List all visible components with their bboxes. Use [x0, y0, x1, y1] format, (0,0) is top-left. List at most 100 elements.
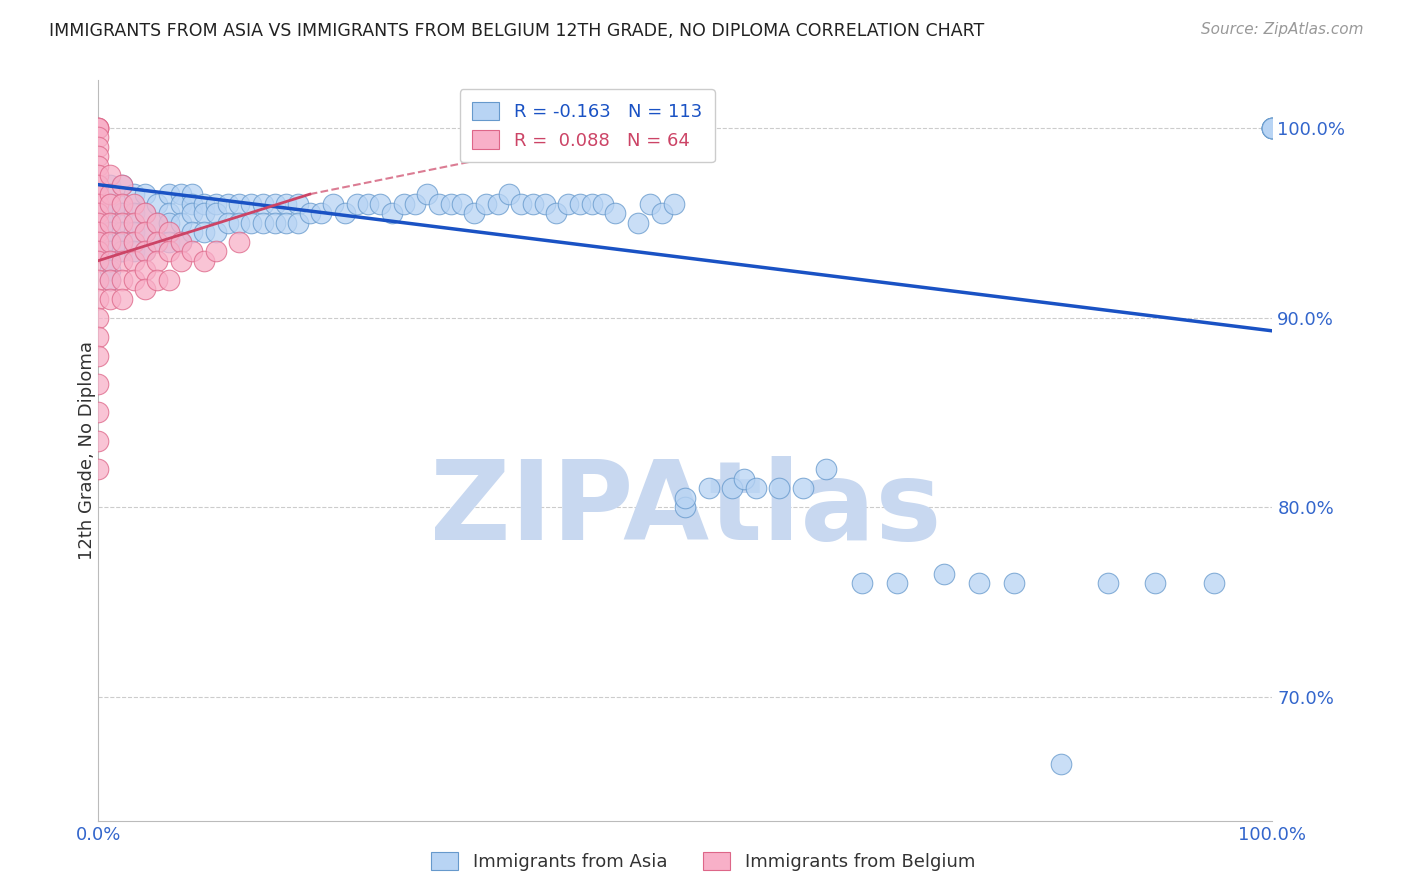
Point	[87, 120, 110, 135]
Point	[111, 225, 134, 239]
Point	[87, 206, 110, 220]
Point	[111, 244, 134, 259]
Point	[1261, 120, 1284, 135]
Point	[557, 196, 579, 211]
Point	[111, 178, 134, 192]
Point	[87, 196, 110, 211]
Point	[87, 349, 110, 363]
Point	[217, 196, 239, 211]
Point	[333, 206, 356, 220]
Point	[662, 196, 685, 211]
Point	[98, 235, 121, 249]
Point	[169, 187, 191, 202]
Point	[87, 377, 110, 392]
Point	[98, 292, 121, 306]
Point	[87, 405, 110, 419]
Point	[157, 244, 180, 259]
Point	[1202, 576, 1225, 591]
Point	[181, 196, 204, 211]
Point	[240, 196, 263, 211]
Point	[134, 225, 156, 239]
Point	[146, 253, 169, 268]
Point	[967, 576, 990, 591]
Point	[146, 235, 169, 249]
Y-axis label: 12th Grade, No Diploma: 12th Grade, No Diploma	[79, 341, 96, 560]
Point	[134, 206, 156, 220]
Point	[87, 120, 110, 135]
Point	[886, 576, 908, 591]
Point	[122, 244, 145, 259]
Point	[439, 196, 461, 211]
Point	[205, 244, 228, 259]
Legend: R = -0.163   N = 113, R =  0.088   N = 64: R = -0.163 N = 113, R = 0.088 N = 64	[460, 89, 714, 162]
Point	[111, 196, 134, 211]
Point	[851, 576, 873, 591]
Point	[111, 235, 134, 249]
Point	[592, 196, 614, 211]
Point	[111, 196, 134, 211]
Point	[134, 244, 156, 259]
Point	[98, 206, 121, 220]
Point	[87, 168, 110, 182]
Point	[98, 187, 121, 202]
Text: Source: ZipAtlas.com: Source: ZipAtlas.com	[1201, 22, 1364, 37]
Point	[122, 206, 145, 220]
Point	[111, 292, 134, 306]
Point	[357, 196, 380, 211]
Point	[98, 253, 121, 268]
Point	[157, 206, 180, 220]
Point	[98, 253, 121, 268]
Point	[98, 196, 121, 211]
Point	[287, 216, 309, 230]
Point	[98, 178, 121, 192]
Point	[87, 272, 110, 286]
Point	[240, 216, 263, 230]
Point	[205, 206, 228, 220]
Point	[98, 196, 121, 211]
Point	[1261, 120, 1284, 135]
Point	[181, 225, 204, 239]
Point	[169, 216, 191, 230]
Point	[392, 196, 415, 211]
Point	[263, 196, 285, 211]
Point	[217, 216, 239, 230]
Point	[134, 282, 156, 296]
Point	[87, 235, 110, 249]
Point	[98, 235, 121, 249]
Point	[228, 235, 250, 249]
Point	[98, 244, 121, 259]
Point	[134, 263, 156, 277]
Point	[157, 216, 180, 230]
Point	[122, 196, 145, 211]
Point	[87, 120, 110, 135]
Point	[675, 491, 697, 505]
Point	[87, 130, 110, 145]
Point	[276, 196, 298, 211]
Point	[638, 196, 661, 211]
Point	[498, 187, 520, 202]
Point	[134, 206, 156, 220]
Point	[87, 434, 110, 448]
Point	[733, 472, 755, 486]
Point	[1097, 576, 1119, 591]
Point	[134, 187, 156, 202]
Point	[98, 216, 121, 230]
Point	[228, 196, 250, 211]
Legend: Immigrants from Asia, Immigrants from Belgium: Immigrants from Asia, Immigrants from Be…	[423, 845, 983, 879]
Text: IMMIGRANTS FROM ASIA VS IMMIGRANTS FROM BELGIUM 12TH GRADE, NO DIPLOMA CORRELATI: IMMIGRANTS FROM ASIA VS IMMIGRANTS FROM …	[49, 22, 984, 40]
Point	[205, 196, 228, 211]
Point	[745, 482, 768, 496]
Point	[134, 225, 156, 239]
Point	[475, 196, 498, 211]
Point	[98, 272, 121, 286]
Point	[193, 225, 215, 239]
Point	[157, 272, 180, 286]
Point	[311, 206, 333, 220]
Point	[181, 206, 204, 220]
Point	[146, 235, 169, 249]
Point	[568, 196, 591, 211]
Text: ZIPAtlas: ZIPAtlas	[430, 456, 941, 563]
Point	[1002, 576, 1025, 591]
Point	[98, 168, 121, 182]
Point	[87, 225, 110, 239]
